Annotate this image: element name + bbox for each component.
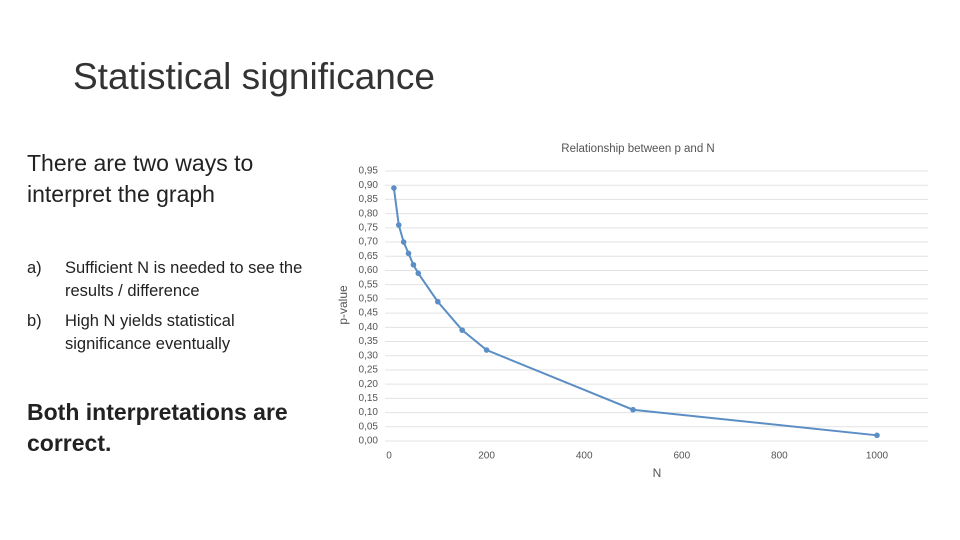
y-tick-label: 0,60 — [359, 265, 379, 276]
y-tick-label: 0,25 — [359, 365, 379, 376]
data-point — [874, 432, 880, 439]
x-axis-label: N — [653, 466, 662, 480]
y-tick-label: 0,45 — [359, 308, 379, 319]
y-tick-label: 0,55 — [359, 279, 379, 290]
y-tick-label: 0,65 — [359, 251, 379, 262]
y-tick-label: 0,15 — [359, 393, 379, 404]
y-axis-label: p-value — [336, 285, 350, 325]
x-tick-label: 800 — [771, 451, 788, 462]
y-tick-label: 0,85 — [359, 194, 379, 205]
data-point — [415, 270, 422, 277]
list-marker: b) — [27, 312, 42, 330]
list-item: a) Sufficient N is needed to see the res… — [27, 257, 317, 305]
intro-text: There are two ways to interpret the grap… — [27, 150, 254, 207]
data-point — [395, 222, 402, 228]
y-tick-label: 0,95 — [359, 166, 379, 177]
data-point — [483, 347, 490, 353]
x-tick-label: 0 — [386, 451, 392, 462]
x-tick-label: 1000 — [866, 451, 889, 462]
data-point — [405, 250, 412, 257]
y-tick-label: 0,10 — [359, 407, 379, 418]
data-point — [459, 327, 466, 333]
data-point — [410, 261, 417, 268]
y-tick-label: 0,40 — [359, 322, 379, 333]
y-tick-label: 0,00 — [359, 436, 379, 447]
y-tick-label: 0,05 — [359, 421, 379, 432]
slide-title: Statistical significance — [73, 56, 435, 97]
y-tick-label: 0,20 — [359, 379, 379, 390]
data-point — [630, 406, 636, 413]
y-tick-label: 0,50 — [359, 294, 379, 305]
y-tick-label: 0,90 — [359, 180, 379, 191]
y-tick-label: 0,75 — [359, 222, 379, 233]
conclusion: Both interpretations are correct. — [27, 399, 288, 456]
data-point — [391, 185, 397, 191]
y-tick-label: 0,80 — [359, 208, 379, 219]
x-tick-label: 400 — [576, 451, 593, 462]
data-point — [400, 239, 407, 245]
list-text: Sufficient N is needed to see the result… — [65, 259, 303, 300]
list-text: High N yields statistical significance e… — [65, 312, 235, 353]
chart-title: Relationship between p and N — [561, 143, 714, 155]
list-item: b) High N yields statistical significanc… — [27, 310, 317, 358]
y-tick-label: 0,70 — [359, 237, 379, 248]
y-tick-label: 0,30 — [359, 350, 379, 361]
y-tick-label: 0,35 — [359, 336, 379, 347]
data-point — [435, 298, 441, 305]
list-marker: a) — [27, 259, 42, 277]
x-tick-label: 200 — [478, 451, 495, 462]
x-tick-label: 600 — [673, 451, 690, 462]
